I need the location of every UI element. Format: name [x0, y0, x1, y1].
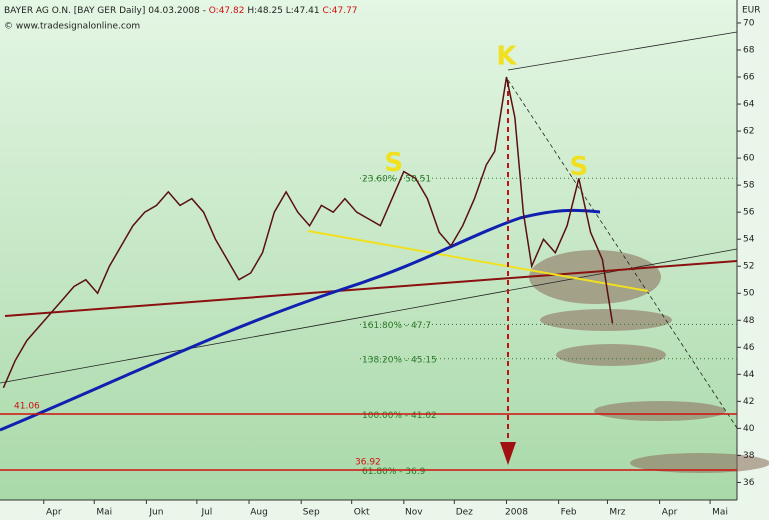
neckline — [307, 230, 649, 292]
fib-label: 100.00% - 41.02 — [362, 411, 437, 421]
zone — [594, 401, 726, 421]
zone — [556, 344, 666, 366]
x-tick-label: Apr — [662, 508, 678, 518]
y-tick-label: 40 — [743, 424, 755, 434]
x-tick-label: Sep — [303, 508, 320, 518]
header-text: BAYER AG O.N. [BAY GER Daily] 04.03.2008… — [4, 6, 209, 16]
y-tick-label: 48 — [743, 316, 755, 326]
y-unit: EUR — [742, 6, 761, 16]
y-tick-label: 54 — [743, 235, 755, 245]
fib-label: 138.20% - 45.15 — [362, 355, 437, 365]
zone — [540, 309, 672, 331]
x-tick-label: Apr — [46, 508, 62, 518]
chart-layer: 36 38 40 42 44 46 48 50 52 54 56 58 60 62 64 66 68 70 Apr M… — [0, 18, 755, 518]
axis-background — [737, 0, 769, 520]
pattern-label: S — [384, 148, 403, 178]
x-tick-label: Jul — [200, 508, 212, 518]
header-hl: H:48.25 L:47.41 — [244, 6, 322, 16]
price-line — [2, 76, 614, 389]
x-tick-label: Aug — [250, 508, 268, 518]
y-tick-label: 66 — [743, 73, 755, 83]
moving-average — [0, 208, 601, 432]
y-tick-label: 38 — [743, 451, 755, 461]
y-tick-label: 44 — [743, 370, 755, 380]
chart-header: BAYER AG O.N. [BAY GER Daily] 04.03.2008… — [4, 6, 358, 16]
y-tick-label: 52 — [743, 262, 754, 272]
y-tick-label: 50 — [743, 289, 755, 299]
y-tick-label: 60 — [743, 154, 755, 164]
fib-label: 161.80% - 47.7 — [362, 321, 431, 331]
y-tick-label: 56 — [743, 208, 755, 218]
y-tick-label: 64 — [743, 100, 755, 110]
header-open: O:47.82 — [209, 6, 245, 16]
zone — [630, 453, 769, 473]
x-tick-label: 2008 — [505, 508, 528, 518]
x-tick-label: Nov — [405, 508, 423, 518]
trend-line — [507, 31, 738, 71]
x-tick-label: Dez — [456, 508, 473, 518]
x-tick-label: Feb — [561, 508, 577, 518]
zone — [529, 250, 661, 304]
header-close: C:47.77 — [322, 6, 357, 16]
support-line — [4, 260, 738, 317]
pattern-label: S — [569, 152, 588, 182]
pattern-label: K — [496, 41, 517, 71]
level-label: 41.06 — [14, 402, 40, 412]
x-tick-label: Okt — [354, 508, 370, 518]
y-tick-label: 42 — [743, 397, 754, 407]
source: © www.tradesignalonline.com — [4, 22, 140, 32]
y-tick-label: 62 — [743, 127, 754, 137]
y-tick-label: 36 — [743, 478, 755, 488]
x-tick-label: Mrz — [609, 508, 625, 518]
level-label: 36.92 — [355, 458, 381, 468]
x-tick-label: Jun — [148, 508, 163, 518]
target-zones — [529, 250, 769, 473]
y-tick-label: 46 — [743, 343, 755, 353]
arrow-head — [500, 442, 516, 465]
fib-label: 23.60% - 58.51 — [362, 175, 431, 185]
y-tick-label: 68 — [743, 46, 755, 56]
x-tick-label: Mai — [96, 508, 112, 518]
axis-background — [0, 500, 737, 520]
plot-background — [0, 0, 737, 500]
trend-line — [0, 248, 738, 384]
y-tick-label: 58 — [743, 181, 755, 191]
x-tick-label: Mai — [712, 508, 728, 518]
fib-label: 61.80% - 36.9 — [362, 467, 426, 477]
y-tick-label: 70 — [743, 18, 755, 28]
